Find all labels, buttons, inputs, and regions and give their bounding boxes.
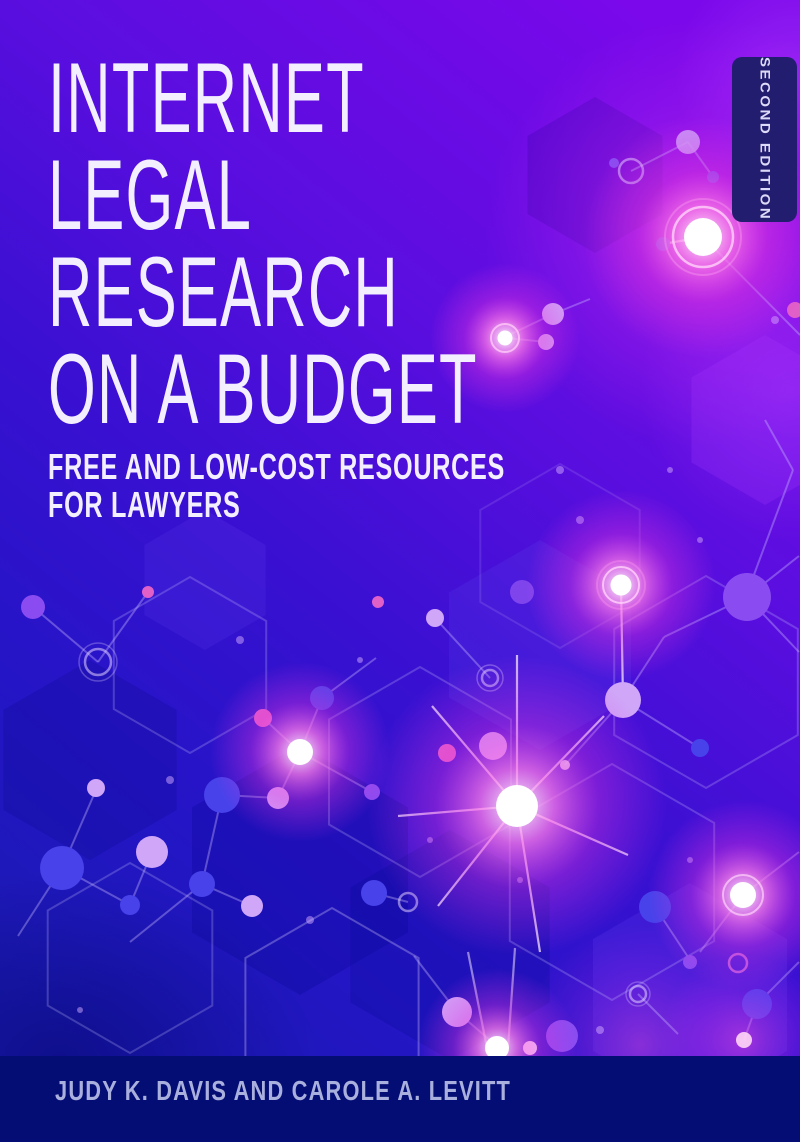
footer-band: JUDY K. DAVIS AND CAROLE A. LEVITT xyxy=(0,1056,800,1142)
title-line-1: INTERNET xyxy=(48,42,365,153)
edition-badge: SECOND EDITION xyxy=(732,57,797,222)
book-subtitle: FREE AND LOW-COST RESOURCES FOR LAWYERS xyxy=(48,448,701,523)
book-title: INTERNET LEGAL RESEARCH ON A BUDGET xyxy=(48,42,741,444)
title-line-4: ON A BUDGET xyxy=(48,333,478,444)
edition-badge-label: SECOND EDITION xyxy=(756,57,773,222)
title-line-2: LEGAL xyxy=(48,139,253,250)
subtitle-line-2: FOR LAWYERS xyxy=(48,483,241,525)
title-line-3: RESEARCH xyxy=(48,236,399,347)
author-names: JUDY K. DAVIS AND CAROLE A. LEVITT xyxy=(55,1075,511,1106)
subtitle-line-1: FREE AND LOW-COST RESOURCES xyxy=(48,446,506,487)
